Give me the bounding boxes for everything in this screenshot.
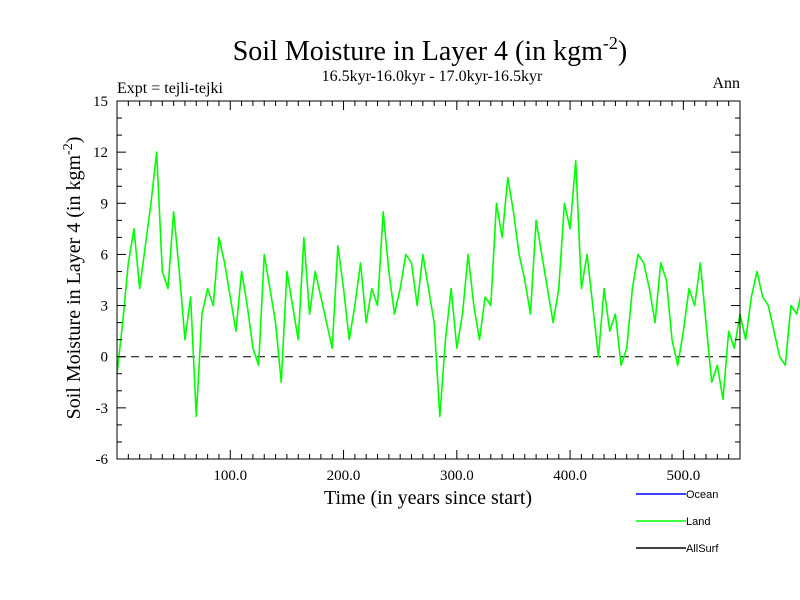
y-axis-label: Soil Moisture in Layer 4 (in kgm-2): [61, 137, 85, 420]
y-tick-label: 3: [101, 299, 109, 315]
x-tick-label: 400.0: [553, 468, 587, 484]
y-tick-label: 15: [93, 94, 108, 110]
y-tick-label: -3: [96, 401, 109, 417]
chart-title: Soil Moisture in Layer 4 (in kgm-2): [233, 33, 628, 67]
x-axis: 100.0 200.0 300.0 400.0 500.0: [127, 101, 741, 484]
season-label: Ann: [712, 75, 740, 92]
x-tick-label: 200.0: [327, 468, 361, 484]
legend-label-ocean: Ocean: [686, 489, 718, 501]
chart-subtitle: 16.5kyr-16.0kyr - 17.0kyr-16.5kyr: [322, 68, 543, 85]
y-tick-label: 9: [101, 196, 109, 212]
y-tick-label: 12: [93, 145, 108, 161]
y-tick-label: 6: [101, 247, 109, 263]
plot-area: [116, 100, 800, 460]
y-tick-label: 0: [101, 350, 109, 366]
series-line-land: [116, 151, 800, 418]
x-tick-label: 300.0: [440, 468, 474, 484]
x-axis-label: Time (in years since start): [324, 487, 532, 509]
x-tick-label: 100.0: [213, 468, 247, 484]
y-axis: -6 -3 0 3 6 9 12 15: [93, 94, 740, 468]
legend-label-land: Land: [686, 516, 710, 528]
experiment-label: Expt = tejli-tejki: [117, 80, 223, 97]
plot-frame: [116, 100, 741, 460]
y-tick-label: -6: [96, 452, 109, 468]
legend-label-allsurf: AllSurf: [686, 543, 719, 555]
x-tick-label: 500.0: [666, 468, 700, 484]
legend: Ocean Land AllSurf: [636, 489, 719, 555]
